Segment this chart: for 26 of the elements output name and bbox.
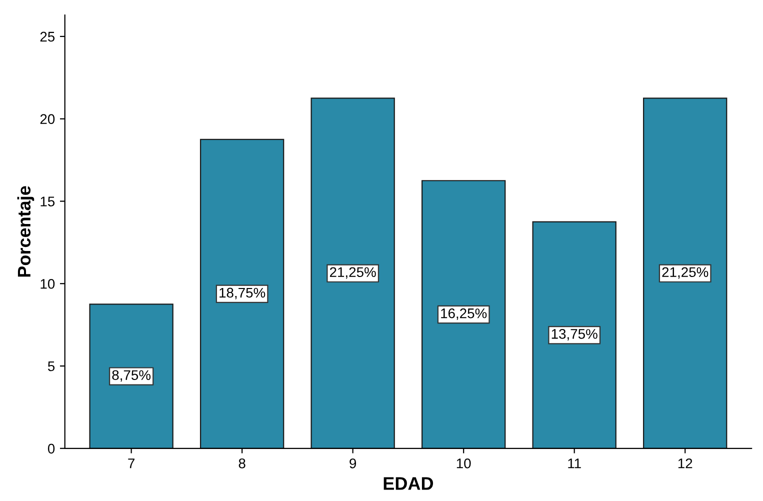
- data-label: 18,75%: [220, 288, 266, 300]
- y-tick-label: 15: [40, 196, 55, 206]
- x-tick-label: 11: [568, 458, 581, 468]
- y-tick-label: 25: [40, 32, 55, 42]
- bar: [643, 98, 728, 448]
- y-tick-label: 5: [48, 361, 55, 372]
- data-label: 16,25%: [441, 308, 487, 320]
- data-label: 21,25%: [330, 267, 376, 279]
- data-label: 13,75%: [552, 329, 598, 340]
- data-label: 8,75%: [112, 370, 151, 382]
- x-tick-label: 12: [678, 458, 692, 468]
- bar: [532, 221, 616, 448]
- data-label: 21,25%: [662, 267, 708, 279]
- x-tick-label: 10: [456, 458, 471, 468]
- y-tick-label: 10: [40, 278, 55, 289]
- x-axis-title: EDAD: [384, 477, 434, 490]
- x-tick-label: 8: [238, 458, 246, 468]
- x-tick-label: 7: [128, 458, 134, 468]
- bar: [421, 180, 506, 448]
- y-axis-title: Porcentaje: [17, 186, 34, 277]
- y-tick-label: 0: [48, 444, 55, 454]
- bar: [89, 304, 174, 448]
- y-tick-label: 20: [40, 114, 55, 124]
- x-tick-label: 9: [350, 458, 356, 468]
- bar: [310, 98, 395, 448]
- bar: [200, 138, 284, 448]
